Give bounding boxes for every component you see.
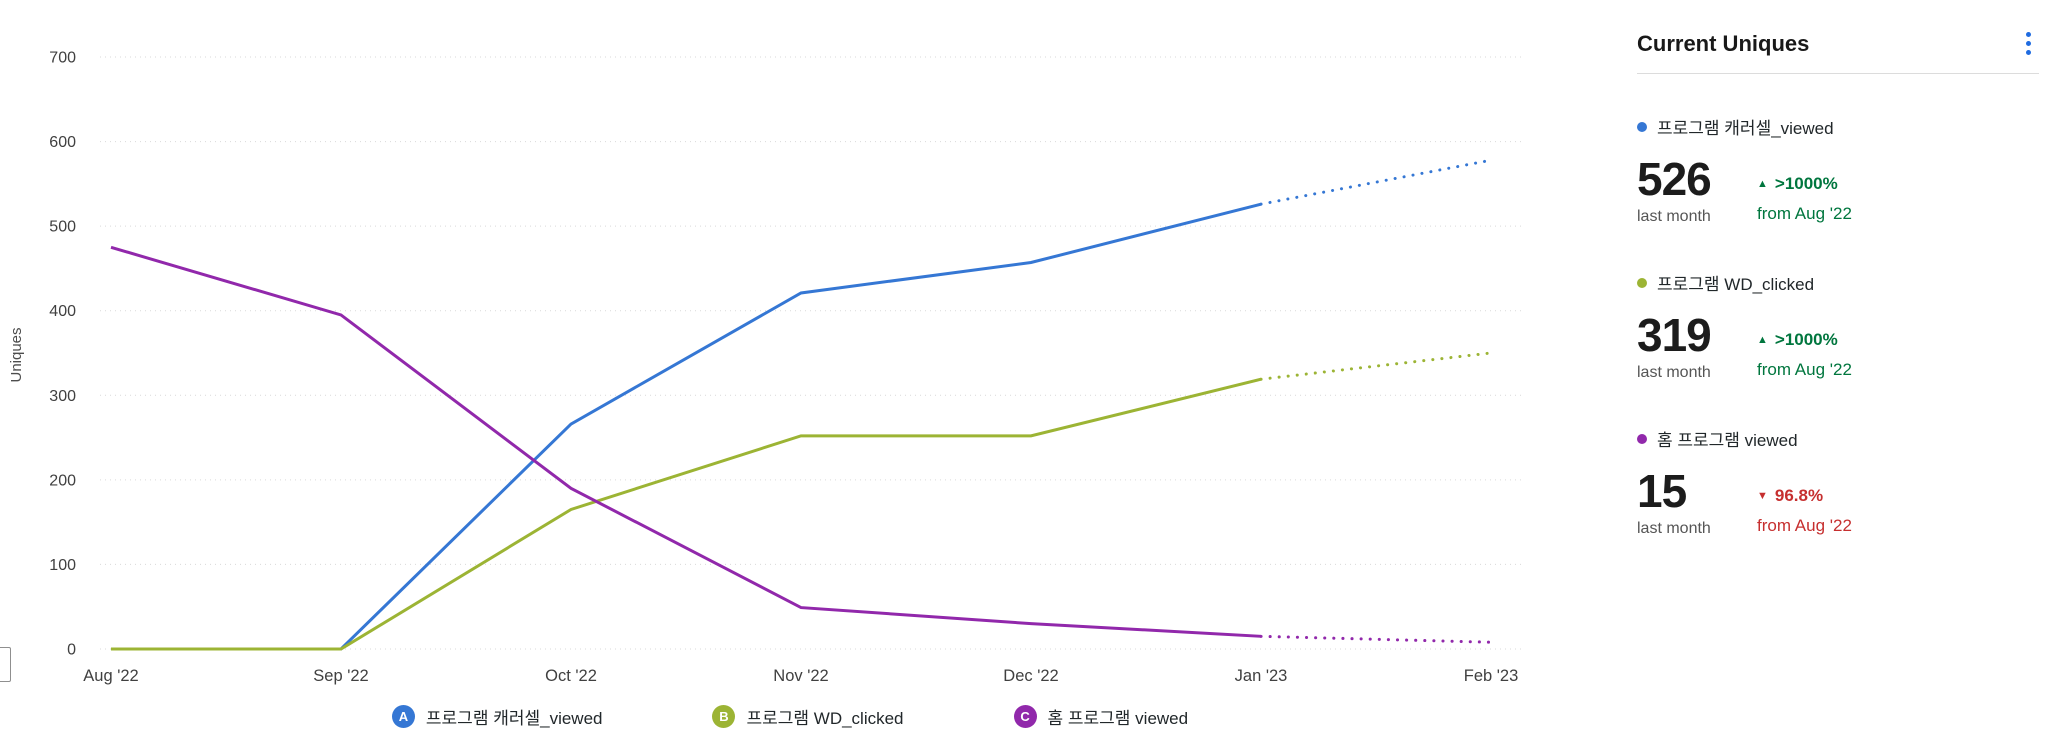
legend-label: 프로그램 WD_clicked: [746, 709, 904, 728]
x-tick-label: Oct '22: [545, 667, 597, 685]
stat-compare-period: from Aug '22: [1757, 516, 1852, 535]
stat-series-label: 홈 프로그램 viewed: [1657, 431, 1798, 450]
y-tick-label: 700: [49, 50, 76, 67]
stat-compare-period: from Aug '22: [1757, 360, 1852, 379]
stat-block-wd-clicked: 프로그램 WD_clicked 319 last month ▲ >1000% …: [1637, 270, 2039, 382]
panel-header: Current Uniques: [1637, 28, 2039, 59]
series-projection-line: [1259, 634, 1493, 644]
stat-body: 15 last month ▼ 96.8% from Aug '22: [1637, 467, 2039, 538]
y-axis-title: Uniques: [8, 327, 25, 382]
legend-label: 프로그램 캐러셀_viewed: [425, 709, 603, 728]
stat-value-column: 15 last month: [1637, 467, 1731, 538]
stat-value-column: 319 last month: [1637, 311, 1731, 382]
legend-label: 홈 프로그램 viewed: [1047, 709, 1189, 728]
legend-item-carousel-viewed[interactable]: A 프로그램 캐러셀_viewed: [391, 704, 603, 729]
series-c-marker-icon: C: [1013, 705, 1037, 728]
stat-change-column: ▲ >1000% from Aug '22: [1757, 174, 1852, 226]
stat-series-label: 프로그램 캐러셀_viewed: [1657, 119, 1834, 138]
legend-item-wd-clicked[interactable]: B 프로그램 WD_clicked: [712, 704, 904, 729]
stat-label-row: 홈 프로그램 viewed: [1637, 426, 2039, 451]
series-projection-line: [1259, 158, 1493, 206]
stat-change: ▲ >1000%: [1757, 174, 1852, 194]
series-b-marker-icon: B: [712, 705, 736, 728]
stat-change-column: ▲ >1000% from Aug '22: [1757, 330, 1852, 382]
y-tick-label: 0: [67, 642, 76, 659]
kebab-menu-icon[interactable]: [2018, 28, 2039, 59]
stat-value: 526: [1637, 153, 1712, 205]
series-line: [111, 202, 1262, 651]
stat-body: 526 last month ▲ >1000% from Aug '22: [1637, 155, 2039, 226]
y-tick-label: 300: [49, 388, 76, 405]
stat-value-column: 526 last month: [1637, 155, 1731, 226]
trend-up-icon: ▲: [1757, 334, 1768, 346]
series-a-marker-icon: A: [391, 705, 415, 728]
stat-change-percent: >1000%: [1774, 174, 1838, 193]
stat-value: 15: [1637, 465, 1687, 517]
stat-label-row: 프로그램 WD_clicked: [1637, 270, 2039, 295]
x-tick-label: Feb '23: [1464, 667, 1519, 685]
series-color-dot: [1637, 277, 1647, 288]
stat-body: 319 last month ▲ >1000% from Aug '22: [1637, 311, 2039, 382]
x-tick-label: Jan '23: [1235, 667, 1288, 685]
stat-change-percent: 96.8%: [1774, 486, 1824, 505]
stat-change-percent: >1000%: [1774, 330, 1838, 349]
chart-region: 0 100 200 300 400 500 600 700 Aug '22 Sep '22 Oct …: [0, 50, 1580, 729]
series-projection-line: [1259, 351, 1493, 381]
stat-period: last month: [1637, 520, 1711, 537]
series-color-dot: [1637, 121, 1647, 132]
stat-value: 319: [1637, 309, 1712, 361]
stat-label-row: 프로그램 캐러셀_viewed: [1637, 114, 2039, 139]
left-edge-handle[interactable]: [0, 647, 11, 682]
stat-compare-period: from Aug '22: [1757, 204, 1852, 223]
stat-change: ▼ 96.8%: [1757, 486, 1852, 506]
stat-block-home-program-viewed: 홈 프로그램 viewed 15 last month ▼ 96.8% from…: [1637, 426, 2039, 538]
stat-period: last month: [1637, 364, 1711, 381]
series-line: [111, 377, 1262, 651]
current-uniques-panel: Current Uniques 프로그램 캐러셀_viewed 526 last…: [1637, 28, 2039, 538]
stat-change: ▲ >1000%: [1757, 330, 1852, 350]
chart-legend: A 프로그램 캐러셀_viewed B 프로그램 WD_clicked C 홈 …: [0, 704, 1580, 729]
x-tick-label: Dec '22: [1003, 667, 1058, 685]
x-tick-label: Nov '22: [773, 667, 828, 685]
stat-series-label: 프로그램 WD_clicked: [1657, 275, 1815, 294]
panel-title: Current Uniques: [1637, 30, 1810, 56]
trend-up-icon: ▲: [1757, 178, 1768, 190]
series-color-dot: [1637, 433, 1647, 444]
y-tick-label: 400: [49, 303, 76, 320]
x-tick-label: Sep '22: [313, 667, 368, 685]
y-tick-label: 100: [49, 557, 76, 574]
panel-divider: [1637, 73, 2039, 74]
series-line: [110, 245, 1262, 638]
stat-change-column: ▼ 96.8% from Aug '22: [1757, 486, 1852, 538]
y-tick-label: 600: [49, 134, 76, 151]
y-tick-label: 200: [49, 472, 76, 489]
y-tick-label: 500: [49, 219, 76, 236]
x-tick-label: Aug '22: [83, 667, 138, 685]
trend-down-icon: ▼: [1757, 490, 1768, 502]
legend-item-home-program-viewed[interactable]: C 홈 프로그램 viewed: [1013, 704, 1189, 729]
stat-period: last month: [1637, 208, 1711, 225]
uniques-line-chart: 0 100 200 300 400 500 600 700 Aug '22 Sep '22 Oct …: [8, 50, 1524, 685]
stat-block-carousel-viewed: 프로그램 캐러셀_viewed 526 last month ▲ >1000% …: [1637, 114, 2039, 226]
